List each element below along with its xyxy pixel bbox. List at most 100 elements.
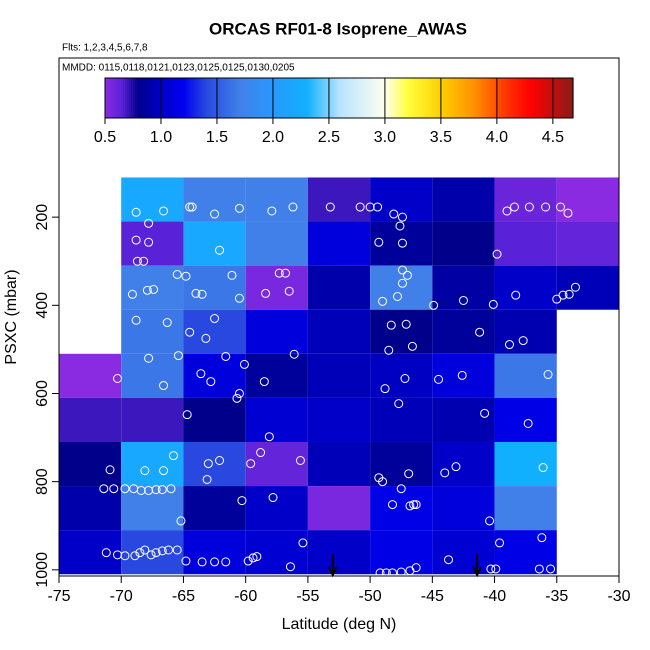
colorbar-swatch bbox=[171, 78, 174, 118]
sample-point bbox=[112, 373, 122, 383]
colorbar-swatch bbox=[401, 78, 404, 118]
heatmap-cell bbox=[183, 221, 246, 266]
sample-point bbox=[256, 448, 266, 458]
colorbar-swatch bbox=[417, 78, 420, 118]
colorbar-swatch bbox=[111, 78, 114, 118]
colorbar-swatch bbox=[259, 78, 262, 118]
colorbar-swatch bbox=[203, 78, 206, 118]
heatmap-cell bbox=[59, 353, 122, 398]
colorbar-swatch bbox=[275, 78, 278, 118]
sample-point bbox=[543, 370, 553, 380]
colorbar-swatch bbox=[161, 78, 164, 118]
colorbar-swatch bbox=[487, 78, 490, 118]
colorbar-swatch bbox=[239, 78, 242, 118]
heatmap-cell bbox=[370, 486, 433, 531]
sample-point bbox=[274, 268, 284, 278]
sample-point bbox=[197, 557, 207, 567]
colorbar-swatch bbox=[307, 78, 310, 118]
colorbar-swatch bbox=[551, 78, 554, 118]
colorbar-swatch bbox=[539, 78, 542, 118]
heatmap-cell bbox=[183, 530, 246, 575]
colorbar-swatch bbox=[141, 78, 144, 118]
colorbar-swatch bbox=[521, 78, 524, 118]
sample-point bbox=[407, 341, 417, 351]
heatmap-cell bbox=[245, 353, 308, 398]
colorbar-swatch bbox=[223, 78, 226, 118]
sample-point bbox=[157, 546, 167, 556]
sample-point bbox=[378, 477, 388, 487]
sample-point bbox=[239, 359, 249, 369]
sample-point bbox=[144, 353, 154, 363]
colorbar-swatch bbox=[485, 78, 488, 118]
colorbar-swatch bbox=[195, 78, 198, 118]
heatmap-cell bbox=[121, 309, 184, 354]
colorbar-swatch bbox=[155, 78, 158, 118]
colorbar-swatch bbox=[393, 78, 396, 118]
colorbar-swatch bbox=[113, 78, 116, 118]
heatmap-cell bbox=[370, 353, 433, 398]
colorbar-swatch bbox=[271, 78, 274, 118]
colorbar-swatch bbox=[207, 78, 210, 118]
sample-point bbox=[404, 469, 414, 479]
colorbar-swatch bbox=[347, 78, 350, 118]
heatmap-cell bbox=[307, 177, 371, 222]
colorbar-swatch bbox=[281, 78, 284, 118]
heatmap-cell bbox=[432, 221, 495, 266]
colorbar-swatch bbox=[465, 78, 468, 118]
colorbar-swatch bbox=[459, 78, 462, 118]
arrow-head bbox=[327, 566, 338, 578]
x-tick-label: -70 bbox=[110, 588, 133, 605]
heatmap-cell bbox=[432, 397, 495, 442]
colorbar-swatch bbox=[321, 78, 324, 118]
x-tick-label: -65 bbox=[172, 588, 195, 605]
sample-point bbox=[295, 455, 305, 465]
sample-point bbox=[495, 538, 505, 548]
colorbar-swatch bbox=[121, 78, 124, 118]
colorbar-swatch bbox=[313, 78, 316, 118]
colorbar-tick-label: 4.5 bbox=[542, 129, 564, 146]
sample-point bbox=[159, 206, 169, 216]
heatmap-cell bbox=[494, 486, 557, 531]
colorbar-swatch bbox=[529, 78, 532, 118]
arrow-marker bbox=[327, 554, 338, 578]
colorbar-swatch bbox=[547, 78, 550, 118]
sample-point bbox=[201, 333, 211, 343]
colorbar-swatch bbox=[277, 78, 280, 118]
heatmap-cell bbox=[432, 353, 495, 398]
sample-point bbox=[491, 564, 501, 574]
colorbar-swatch bbox=[363, 78, 366, 118]
sample-point bbox=[538, 463, 548, 473]
colorbar-swatch bbox=[133, 78, 136, 118]
colorbar-swatch bbox=[493, 78, 496, 118]
colorbar-swatch bbox=[297, 78, 300, 118]
sample-point bbox=[168, 451, 178, 461]
sample-point bbox=[142, 285, 152, 295]
sample-point bbox=[409, 500, 419, 510]
sample-point bbox=[564, 289, 574, 299]
colorbar-swatch bbox=[135, 78, 138, 118]
sample-point bbox=[429, 300, 439, 310]
sample-point bbox=[127, 289, 137, 299]
sample-point bbox=[149, 284, 159, 294]
sample-point bbox=[237, 496, 247, 506]
colorbar-swatch bbox=[443, 78, 446, 118]
sample-point bbox=[101, 548, 111, 558]
colorbar-swatch bbox=[273, 78, 276, 118]
heatmap-cell bbox=[494, 309, 557, 354]
colorbar-swatch bbox=[225, 78, 228, 118]
colorbar-swatch bbox=[383, 78, 386, 118]
colorbar-swatch bbox=[441, 78, 444, 118]
colorbar-swatch bbox=[341, 78, 344, 118]
heatmap-cell bbox=[307, 486, 371, 531]
sample-point bbox=[397, 238, 407, 248]
colorbar-swatch bbox=[447, 78, 450, 118]
colorbar-swatch bbox=[433, 78, 436, 118]
sample-point bbox=[268, 493, 278, 503]
y-tick-label: 800 bbox=[34, 468, 51, 495]
colorbar-swatch bbox=[517, 78, 520, 118]
colorbar-swatch bbox=[423, 78, 426, 118]
colorbar-swatch bbox=[217, 78, 220, 118]
sample-point bbox=[234, 293, 244, 303]
sample-point bbox=[105, 465, 115, 475]
heatmap-cell bbox=[307, 353, 371, 398]
